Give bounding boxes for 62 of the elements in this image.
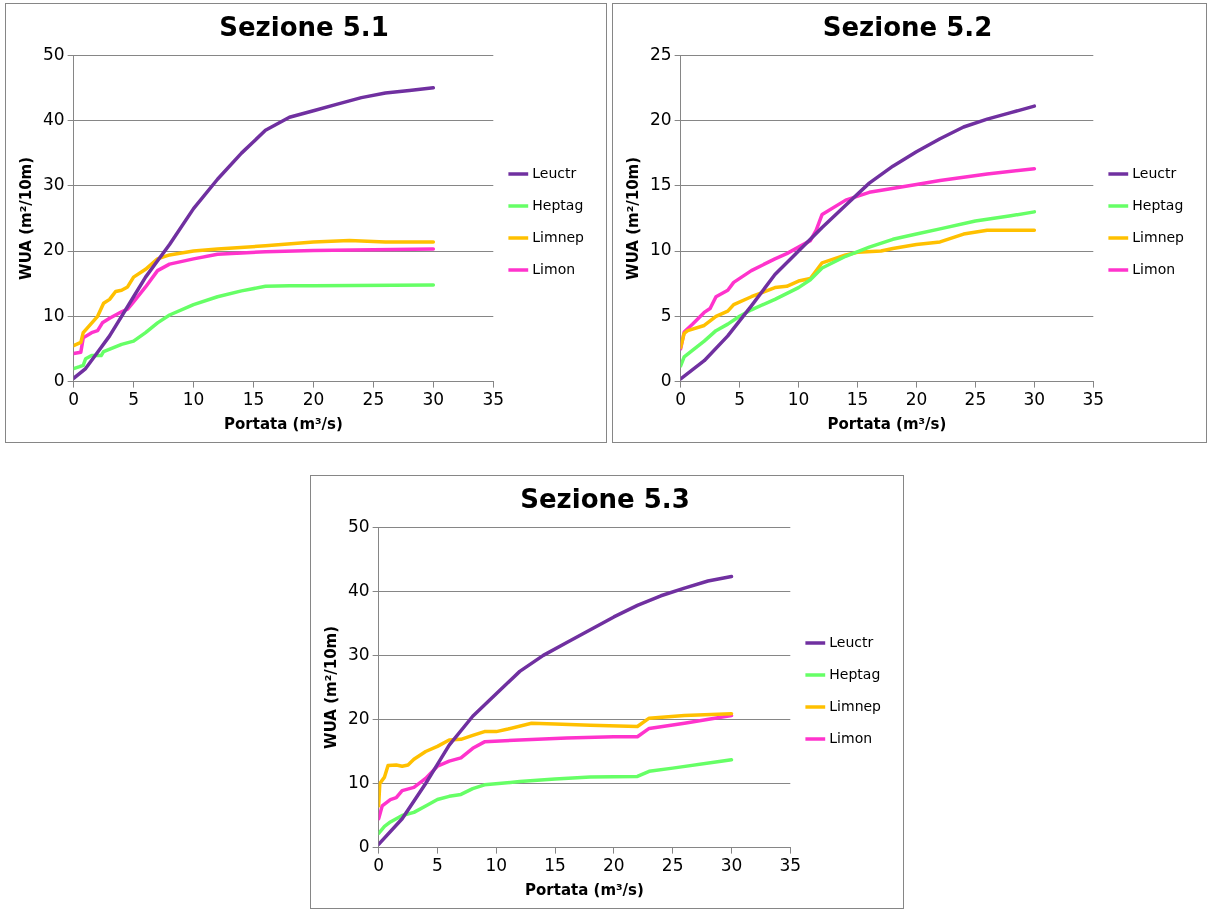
chart-title: Sezione 5.2	[822, 12, 993, 43]
x-axis-title: Portata (m³/s)	[827, 414, 947, 433]
legend-label: Limon	[1132, 260, 1176, 277]
x-axis-title: Portata (m³/s)	[224, 414, 343, 433]
x-tick-label: 0	[68, 389, 80, 410]
x-tick-label: 30	[720, 855, 743, 876]
x-tick-label: 25	[964, 389, 987, 410]
y-axis-title: WUA (m²/10m)	[16, 156, 35, 280]
y-tick-label: 30	[347, 643, 370, 664]
y-tick-label: 40	[42, 108, 65, 129]
legend-label: Leuctr	[532, 164, 577, 181]
legend-label: Limon	[532, 260, 576, 277]
x-tick-label: 15	[544, 855, 566, 876]
legend-label: Limon	[829, 729, 873, 746]
x-tick-label: 5	[734, 389, 745, 410]
y-tick-label: 25	[649, 43, 672, 64]
y-axis-title: WUA (m²/10m)	[321, 625, 340, 749]
x-tick-label: 30	[422, 389, 445, 410]
x-tick-label: 0	[675, 389, 687, 410]
x-tick-label: 15	[846, 389, 869, 410]
x-axis-title: Portata (m³/s)	[525, 880, 644, 899]
legend-label: Limnep	[532, 228, 585, 245]
x-tick-label: 5	[432, 855, 443, 876]
legend-label: Heptag	[829, 665, 881, 682]
x-tick-label: 10	[787, 389, 810, 410]
y-tick-label: 0	[53, 370, 65, 391]
y-tick-label: 10	[347, 771, 370, 792]
y-tick-label: 5	[660, 304, 672, 325]
legend-label: Leuctr	[829, 633, 874, 650]
y-tick-label: 40	[347, 579, 370, 600]
chart-title: Sezione 5.3	[520, 484, 690, 515]
x-tick-label: 15	[242, 389, 265, 410]
y-tick-label: 10	[42, 304, 65, 325]
x-tick-label: 10	[182, 389, 205, 410]
y-tick-label: 20	[649, 108, 672, 129]
y-tick-label: 50	[42, 43, 65, 64]
x-tick-label: 0	[373, 855, 385, 876]
x-tick-label: 35	[779, 855, 802, 876]
x-tick-label: 30	[1023, 389, 1046, 410]
legend-label: Leuctr	[1132, 164, 1177, 181]
x-tick-label: 10	[485, 855, 508, 876]
y-tick-label: 30	[42, 174, 65, 195]
y-tick-label: 20	[347, 707, 370, 728]
legend-label: Limnep	[829, 697, 882, 714]
legend-label: Heptag	[1132, 196, 1184, 213]
y-tick-label: 50	[347, 515, 370, 536]
y-tick-label: 0	[358, 836, 370, 857]
y-tick-label: 0	[660, 370, 672, 391]
y-tick-label: 20	[42, 239, 65, 260]
y-tick-label: 10	[649, 239, 672, 260]
chart-title: Sezione 5.1	[219, 12, 389, 43]
legend-label: Heptag	[532, 196, 584, 213]
x-tick-label: 35	[482, 389, 505, 410]
x-tick-label: 25	[362, 389, 385, 410]
y-tick-label: 15	[649, 174, 672, 195]
x-tick-label: 20	[302, 389, 325, 410]
x-tick-label: 20	[603, 855, 625, 876]
x-tick-label: 5	[128, 389, 139, 410]
x-tick-label: 35	[1082, 389, 1105, 410]
legend-label: Limnep	[1132, 228, 1185, 245]
y-axis-title: WUA (m²/10m)	[623, 156, 642, 280]
x-tick-label: 20	[905, 389, 928, 410]
